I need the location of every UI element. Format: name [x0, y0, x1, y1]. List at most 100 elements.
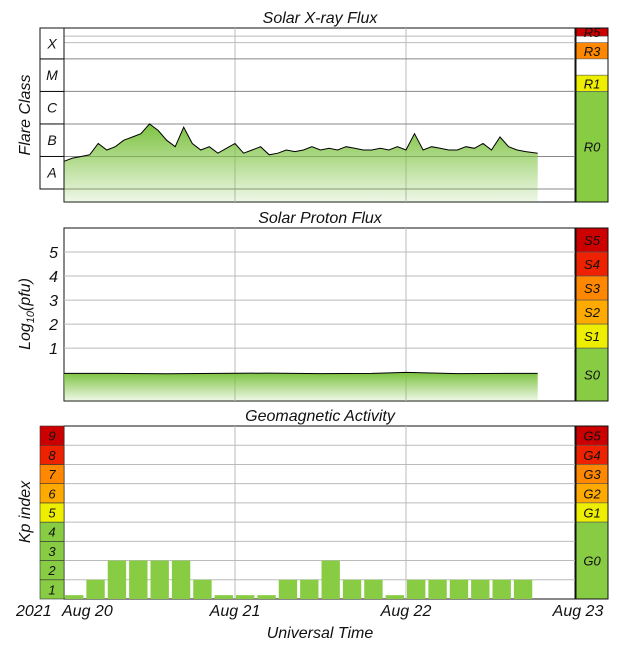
xray-gridlines	[40, 28, 575, 202]
kp-bar	[107, 560, 127, 599]
proton-scale-label-s2: S2	[584, 305, 601, 320]
kp-scale-label-g1: G1	[583, 506, 600, 521]
xray-scale-label-r1: R1	[584, 76, 601, 91]
proton-scale-label-s0: S0	[584, 368, 601, 383]
kp-bars	[65, 560, 533, 599]
kp-bar	[364, 579, 383, 599]
xray-ylabel: Flare Class	[17, 75, 34, 156]
kp-title: Geomagnetic Activity	[245, 408, 396, 425]
xray-class-label-x: X	[46, 35, 57, 51]
proton-flux-fill	[64, 372, 538, 401]
proton-ylabel-tail: (pfu)	[17, 278, 34, 311]
kp-panel: Geomagnetic Activity Kp index 123456789 …	[17, 408, 609, 600]
kp-level-label-1: 1	[48, 582, 55, 597]
kp-level-label-3: 3	[48, 544, 56, 559]
kp-bar	[385, 595, 404, 599]
x-tick-label: Aug 23	[552, 603, 604, 620]
xray-r-scale: R5 R3 R1 R0	[575, 25, 609, 203]
kp-bar	[193, 579, 212, 599]
kp-bar	[278, 579, 298, 599]
x-tick-label: Aug 21	[209, 603, 261, 620]
proton-scale-label-s4: S4	[584, 257, 600, 272]
xray-class-axis: A BC MX	[39, 27, 65, 190]
proton-scale-label-s5: S5	[584, 233, 601, 248]
xray-class-box-m	[39, 58, 65, 92]
kp-bar	[214, 595, 233, 599]
kp-g-scale: G5 G4 G3 G2 G1 G0	[575, 425, 609, 600]
kp-level-box-9	[39, 425, 65, 446]
proton-y-axis: 1 2 3 4 5	[48, 245, 58, 358]
xray-flux-series	[63, 123, 538, 202]
kp-scale-frame	[575, 425, 609, 600]
xray-class-label-m: M	[46, 67, 58, 83]
kp-level-label-7: 7	[48, 467, 56, 482]
kp-bar	[428, 579, 447, 599]
kp-level-label-5: 5	[48, 506, 56, 521]
xray-title: Solar X-ray Flux	[263, 10, 379, 27]
proton-s-scale: S5 S4 S3 S2 S1 S0	[575, 227, 609, 402]
proton-tick-label: 2	[48, 317, 58, 334]
kp-y-axis: 1 2 3 4 5 6 7 8 9	[39, 425, 65, 600]
time-axis: 2021 Aug 20 Aug 21 Aug 22 Aug 23 Universal …	[15, 603, 603, 642]
xray-class-box-c	[39, 90, 65, 125]
proton-scale-frame	[575, 227, 609, 402]
proton-flux-line	[64, 371, 538, 375]
proton-gridlines	[64, 228, 575, 401]
kp-bar	[342, 579, 362, 599]
kp-bar	[300, 579, 319, 599]
x-tick-labels: Aug 20 Aug 21 Aug 22 Aug 23	[61, 603, 603, 620]
proton-scale-s0	[575, 347, 609, 402]
proton-scale-label-s1: S1	[584, 329, 600, 344]
xray-scale-frame	[575, 27, 609, 203]
kp-bar	[513, 579, 533, 599]
x-tick-label: Aug 20	[61, 603, 113, 620]
kp-bar	[492, 579, 511, 599]
kp-bar	[471, 579, 490, 599]
xray-flux-line	[63, 123, 538, 162]
kp-level-label-4: 4	[48, 525, 55, 540]
xray-class-label-c: C	[47, 100, 58, 116]
kp-bar	[65, 595, 84, 599]
kp-level-label-9: 9	[48, 429, 55, 444]
kp-level-label-2: 2	[47, 563, 56, 578]
kp-level-label-8: 8	[48, 448, 56, 463]
kp-bar	[449, 579, 469, 599]
xray-class-box-x	[39, 27, 65, 60]
xray-class-label-a: A	[46, 165, 56, 181]
proton-tick-label: 3	[49, 293, 58, 310]
proton-title: Solar Proton Flux	[258, 210, 383, 227]
proton-ylabel: Log10(pfu)	[17, 278, 37, 350]
kp-scale-label-g3: G3	[583, 467, 601, 482]
kp-bar	[150, 560, 169, 599]
xray-scale-label-r3: R3	[584, 44, 601, 59]
x-year-label: 2021	[15, 603, 52, 620]
xray-scale-label-r0: R0	[584, 140, 601, 155]
x-axis-title: Universal Time	[267, 625, 374, 642]
kp-bar	[321, 560, 340, 599]
kp-level-label-6: 6	[48, 486, 56, 501]
kp-scale-label-g0: G0	[583, 554, 601, 569]
kp-bar	[257, 595, 276, 599]
kp-scale-g0	[575, 521, 609, 600]
kp-bar	[171, 560, 191, 599]
xray-class-label-b: B	[47, 132, 56, 148]
kp-scale-label-g2: G2	[583, 486, 601, 501]
kp-bar	[129, 560, 148, 599]
kp-bar	[236, 595, 255, 599]
kp-scale-label-g4: G4	[583, 448, 600, 463]
proton-ylabel-sub: 10	[25, 310, 37, 323]
xray-class-box-a	[39, 155, 65, 190]
proton-flux-series	[64, 371, 538, 401]
kp-ylabel: Kp index	[17, 480, 34, 543]
x-tick-label: Aug 22	[380, 603, 432, 620]
kp-gridlines	[64, 426, 575, 599]
proton-tick-label: 1	[49, 341, 58, 358]
kp-bar	[407, 579, 426, 599]
proton-scale-label-s3: S3	[584, 281, 601, 296]
kp-bar	[86, 579, 105, 599]
kp-scale-label-g5: G5	[583, 429, 601, 444]
proton-tick-label: 5	[49, 245, 58, 262]
